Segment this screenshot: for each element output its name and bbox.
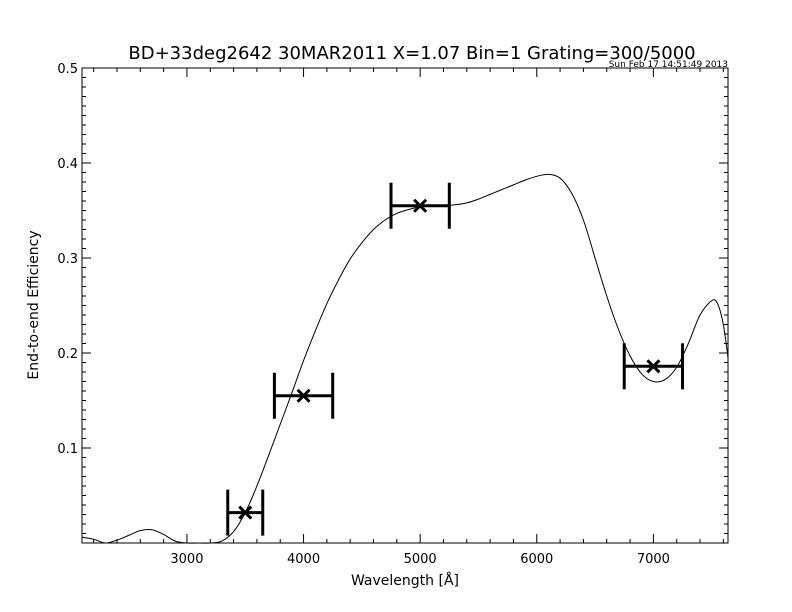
data-point-marker (296, 388, 311, 403)
y-tick-label: 0.3 (57, 252, 78, 267)
data-point-marker (646, 359, 661, 374)
x-axis-label: Wavelength [Å] (351, 572, 459, 589)
y-axis-label: End-to-end Efficiency (26, 230, 42, 379)
x-tick-label: 4000 (287, 552, 320, 567)
plot-area: 3000 4000 5000 6000 7000 0.1 0.2 0.3 0.4 0.5 (57, 62, 729, 567)
x-tick-label: 5000 (404, 552, 437, 567)
data-point-marker (413, 198, 428, 213)
y-tick-label: 0.4 (57, 157, 78, 172)
x-tick-label: 6000 (520, 552, 553, 567)
chart-title: BD+33deg2642 30MAR2011 X=1.07 Bin=1 Grat… (128, 43, 695, 64)
y-tick-label: 0.5 (57, 62, 78, 77)
x-tick-label: 3000 (170, 552, 203, 567)
timestamp-label: Sun Feb 17 14:51:49 2013 (609, 60, 728, 70)
y-tick-label: 0.2 (57, 347, 78, 362)
x-tick-label: 7000 (637, 552, 670, 567)
y-tick-label: 0.1 (57, 442, 78, 457)
data-point-marker (238, 505, 253, 520)
